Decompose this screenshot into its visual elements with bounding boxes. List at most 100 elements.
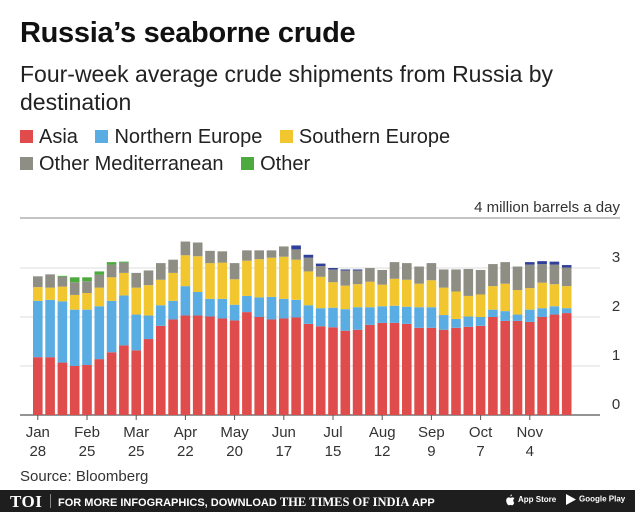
bar-segment-asia	[561, 313, 572, 415]
x-tick-label-day: 9	[427, 443, 435, 460]
legend-label-southern-europe: Southern Europe	[298, 126, 451, 148]
bar-segment-other-mediterranean	[525, 264, 535, 289]
bar-segment-southern-europe	[69, 294, 80, 310]
x-tick-label-month: Sep	[418, 424, 445, 441]
bar-segment-southern-europe	[266, 257, 277, 297]
x-tick-label-day: 12	[374, 443, 391, 460]
x-tick-label-day: 25	[128, 443, 145, 460]
bar-segment-asia	[463, 326, 474, 415]
bar-segment-northern-europe	[156, 305, 166, 326]
bar-segment-northern-europe	[168, 300, 178, 320]
bar-segment-southern-europe	[451, 291, 461, 319]
app-store-label: App Store	[518, 495, 557, 505]
bar-segment-other-mediterranean	[414, 266, 424, 284]
bar-segment-other-mediterranean	[352, 270, 363, 285]
bar-segment-series-5	[291, 245, 301, 250]
bar-segment-southern-europe	[365, 281, 375, 308]
bar-segment-southern-europe	[192, 256, 203, 293]
bar-segment-southern-europe	[463, 295, 474, 317]
legend-swatch-asia	[20, 130, 33, 143]
bar-segment-asia	[365, 324, 375, 415]
x-tick-label-month: Oct	[469, 424, 493, 441]
bar-segment-southern-europe	[414, 283, 424, 308]
bar-segment-other	[119, 261, 129, 263]
bar-segment-southern-europe	[389, 278, 400, 306]
bar-segment-asia	[33, 357, 43, 415]
bar-segment-asia	[426, 327, 437, 415]
bar-segment-asia	[205, 316, 215, 415]
promo-text: FOR MORE INFOGRAPHICS, DOWNLOAD THE TIME…	[58, 495, 435, 510]
x-tick-label-day: 22	[177, 443, 194, 460]
bar-segment-northern-europe	[33, 300, 43, 358]
bar-segment-southern-europe	[217, 262, 228, 299]
legend-label-other-mediterranean: Other Mediterranean	[39, 153, 224, 175]
y-tick-label: 1	[612, 347, 620, 364]
bar-segment-asia	[488, 317, 498, 415]
bar-segment-series-5	[537, 261, 547, 265]
google-play-badge[interactable]: Google Play	[566, 494, 625, 508]
bar-segment-asia	[451, 327, 461, 415]
bar-segment-southern-europe	[328, 282, 338, 308]
bar-segment-other-mediterranean	[205, 250, 215, 264]
bar-segment-asia	[82, 365, 92, 415]
bar-segment-other-mediterranean	[451, 269, 461, 292]
bar-segment-southern-europe	[180, 255, 191, 287]
y-tick-label: 0	[612, 396, 620, 413]
bar-segment-northern-europe	[279, 298, 289, 319]
footer-divider	[50, 494, 51, 508]
bar-segment-northern-europe	[438, 315, 449, 330]
bar-segment-southern-europe	[168, 272, 178, 301]
bar-segment-southern-europe	[303, 271, 314, 306]
bar-segment-southern-europe	[500, 283, 510, 312]
bar-segment-southern-europe	[156, 279, 166, 306]
bar-segment-asia	[94, 359, 105, 415]
bar-segment-other-mediterranean	[561, 267, 572, 287]
bar-segment-northern-europe	[500, 311, 510, 321]
bar-segment-asia	[475, 325, 486, 415]
bar-segment-southern-europe	[57, 286, 68, 302]
bar-segment-other-mediterranean	[365, 268, 375, 282]
bar-segment-other-mediterranean	[340, 270, 351, 286]
bar-segment-series-5	[352, 269, 363, 271]
chart-title: Russia’s seaborne crude	[20, 17, 356, 49]
bar-segment-series-5	[561, 265, 572, 268]
legend-swatch-southern-europe	[279, 130, 293, 143]
x-tick-label-month: Jun	[272, 424, 296, 441]
bar-segment-northern-europe	[315, 308, 326, 327]
bar-segment-other-mediterranean	[438, 269, 449, 288]
bar-segment-southern-europe	[426, 280, 437, 308]
bar-segment-asia	[168, 319, 178, 415]
bar-segment-southern-europe	[512, 290, 523, 315]
bar-segment-asia	[242, 312, 252, 415]
app-store-badge[interactable]: App Store	[505, 494, 556, 508]
bar-segment-northern-europe	[475, 317, 486, 326]
bar-segment-northern-europe	[291, 299, 301, 318]
bar-segment-northern-europe	[82, 309, 92, 366]
bar-segment-asia	[254, 317, 264, 415]
bar-segment-southern-europe	[352, 284, 363, 308]
bar-segment-southern-europe	[561, 286, 572, 309]
promo-lead: FOR MORE INFOGRAPHICS, DOWNLOAD	[58, 497, 277, 509]
bar-segment-northern-europe	[106, 300, 117, 353]
x-tick-label-day: 17	[275, 443, 292, 460]
bar-segment-other-mediterranean	[254, 250, 264, 260]
bar-segment-asia	[414, 327, 424, 415]
bar-segment-northern-europe	[537, 308, 547, 317]
bar-segment-series-5	[525, 262, 535, 265]
google-play-label: Google Play	[579, 494, 626, 504]
bar-segment-other-mediterranean	[377, 269, 387, 285]
bar-segment-northern-europe	[328, 307, 338, 328]
bar-segment-other-mediterranean	[57, 276, 68, 287]
bar-segment-northern-europe	[389, 305, 400, 323]
bar-segment-other-mediterranean	[266, 250, 277, 258]
x-tick-label-month: Feb	[74, 424, 100, 441]
bar-segment-other-mediterranean	[33, 276, 43, 288]
bar-segment-southern-europe	[279, 256, 289, 299]
legend-item-southern-europe: Southern Europe	[279, 124, 451, 151]
bar-segment-other	[69, 277, 80, 283]
bar-segment-southern-europe	[131, 287, 141, 315]
bar-segment-northern-europe	[229, 304, 240, 321]
bar-segment-asia	[500, 320, 510, 415]
bar-segment-southern-europe	[229, 279, 240, 305]
bar-segment-northern-europe	[402, 306, 412, 324]
